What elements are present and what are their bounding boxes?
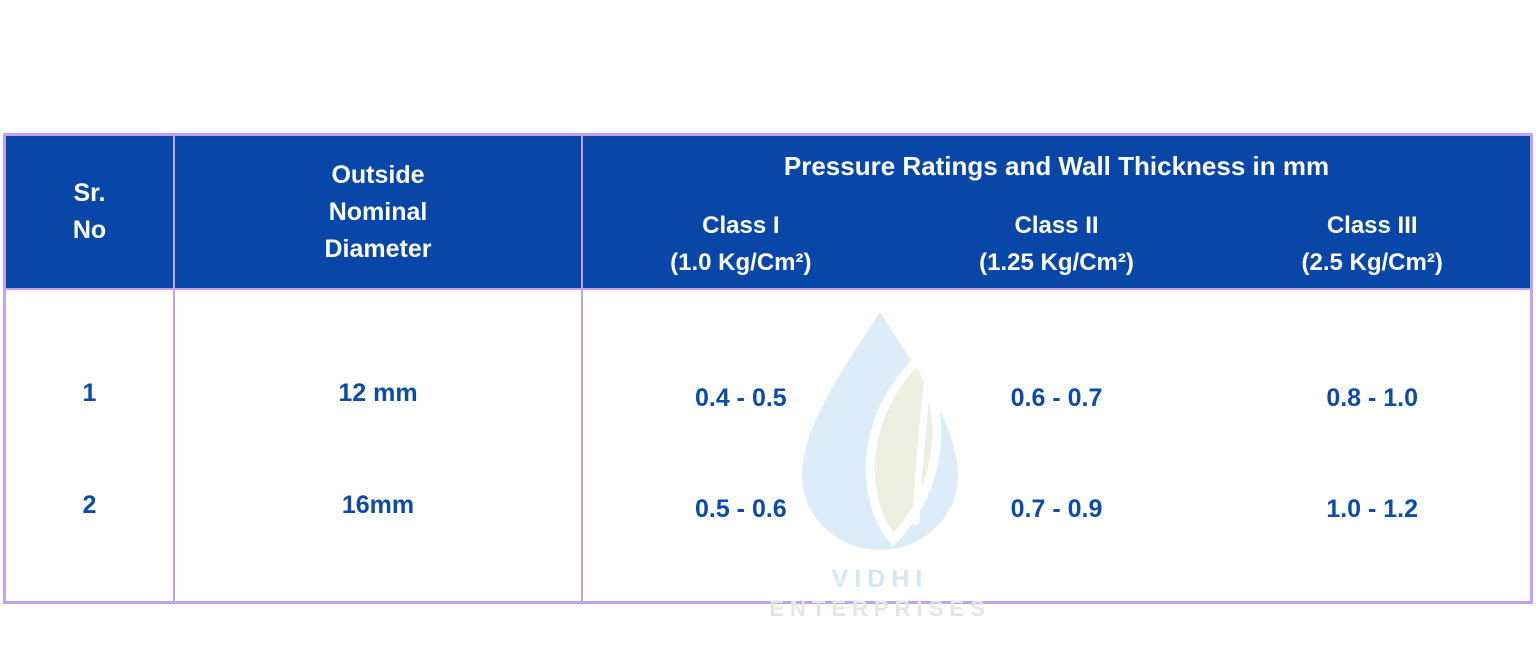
- subheader-class-2: Class II (1.25 Kg/Cm²): [899, 207, 1215, 281]
- header-diameter-line3: Diameter: [324, 234, 432, 263]
- header-sr-line1: Sr.: [73, 179, 106, 207]
- row-1-class-3-value: 0.8 - 1.0: [1326, 384, 1419, 412]
- class-1-name: Class I: [702, 212, 780, 239]
- pressure-ratings-table: Sr. No Outside Nominal Diameter Pressure…: [3, 133, 1533, 621]
- row-1-class-2-value: 0.6 - 0.7: [1010, 384, 1103, 412]
- subheader-class-3: Class III (2.5 Kg/Cm²): [1214, 207, 1530, 281]
- class-3-rating: (2.5 Kg/Cm²): [1301, 249, 1443, 276]
- body-column-class-2: 0.6 - 0.7 0.7 - 0.9: [899, 290, 1215, 601]
- header-diameter-line1: Outside: [331, 160, 425, 189]
- row-2-sr: 2: [82, 491, 97, 519]
- header-cell-sr-no: Sr. No: [6, 136, 175, 288]
- class-2-name: Class II: [1014, 212, 1099, 239]
- header-sr-line2: No: [72, 216, 107, 244]
- table-header-row: Sr. No Outside Nominal Diameter Pressure…: [6, 136, 1530, 290]
- row-2-class-3-value: 1.0 - 1.2: [1326, 495, 1419, 523]
- row-1-diameter: 12 mm: [338, 379, 418, 407]
- body-column-sr-no: 1 2: [6, 290, 175, 601]
- header-cell-diameter: Outside Nominal Diameter: [175, 136, 583, 288]
- body-column-class-1: 0.4 - 0.5 0.5 - 0.6: [583, 290, 899, 601]
- body-column-diameter: 12 mm 16mm: [175, 290, 583, 601]
- row-1-sr: 1: [82, 379, 97, 407]
- class-2-rating: (1.25 Kg/Cm²): [979, 249, 1134, 276]
- row-2-class-2-value: 0.7 - 0.9: [1010, 495, 1103, 523]
- body-classes-area: 0.4 - 0.5 0.5 - 0.6 0.6 - 0.7 0.7 - 0.9 …: [583, 290, 1530, 601]
- class-subheader-row: Class I (1.0 Kg/Cm²) Class II (1.25 Kg/C…: [583, 207, 1530, 281]
- table-body: VIDHI ENTERPRISES 1 2 12 mm 16mm 0.4 - 0…: [6, 290, 1530, 621]
- header-cell-pressure-ratings: Pressure Ratings and Wall Thickness in m…: [583, 136, 1530, 288]
- row-1-class-1-value: 0.4 - 0.5: [694, 384, 787, 412]
- row-2-class-1-value: 0.5 - 0.6: [694, 495, 787, 523]
- pressure-ratings-title: Pressure Ratings and Wall Thickness in m…: [783, 151, 1330, 181]
- body-column-class-3: 0.8 - 1.0 1.0 - 1.2: [1214, 290, 1530, 601]
- subheader-class-1: Class I (1.0 Kg/Cm²): [583, 207, 899, 281]
- class-1-rating: (1.0 Kg/Cm²): [670, 249, 812, 276]
- row-2-diameter: 16mm: [341, 491, 415, 519]
- class-3-name: Class III: [1326, 212, 1418, 239]
- header-diameter-line2: Nominal: [328, 197, 428, 226]
